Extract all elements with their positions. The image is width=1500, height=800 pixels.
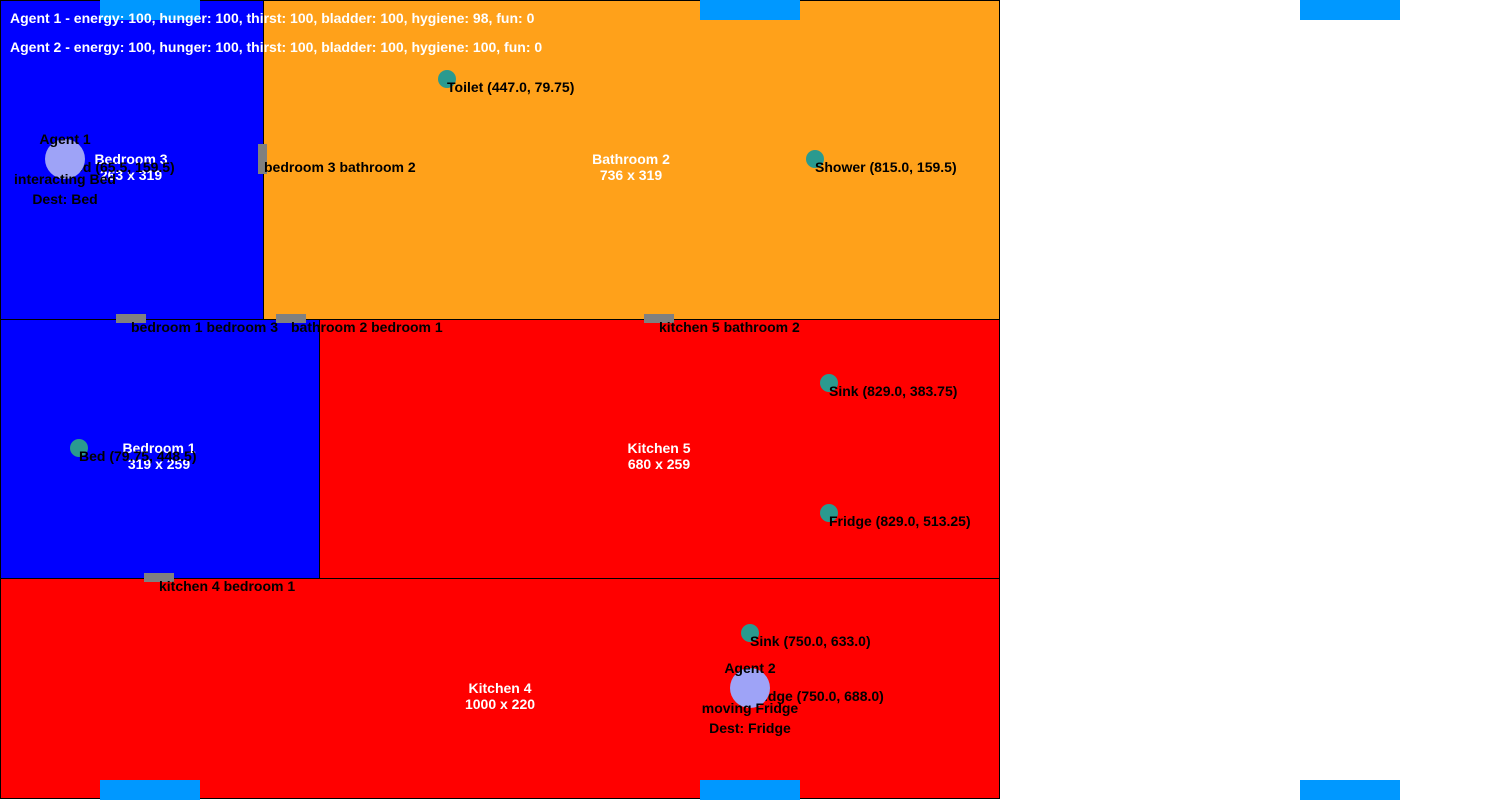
- room-label-bedroom-1: Bedroom 1 319 x 259: [122, 440, 195, 472]
- fridge-object-kitchen-5[interactable]: [820, 504, 838, 522]
- room-bedroom-3: [0, 0, 264, 320]
- bed-object-bedroom-1[interactable]: [70, 439, 88, 457]
- room-size: 263 x 319: [99, 167, 163, 183]
- marker-bottom-3: [1300, 780, 1400, 800]
- agent-2-name: Agent 2: [724, 660, 776, 676]
- room-label-kitchen-5: Kitchen 5 680 x 259: [627, 440, 690, 472]
- room-kitchen-5: [319, 319, 1000, 579]
- shower-object[interactable]: [806, 150, 824, 168]
- room-name: Bedroom 1: [122, 440, 196, 456]
- agent-1-status: Agent 1 - energy: 100, hunger: 100, thir…: [10, 10, 535, 26]
- toilet-label: Toilet (447.0, 79.75): [447, 79, 575, 95]
- agent-2[interactable]: [730, 668, 770, 708]
- door-label-bedroom1-bedroom3: bedroom 1 bedroom 3: [131, 319, 279, 335]
- room-name: Bathroom 2: [592, 151, 670, 167]
- room-label-bedroom-3: Bedroom 3 263 x 319: [94, 151, 167, 183]
- sink-label-kitchen-4: Sink (750.0, 633.0): [750, 633, 871, 649]
- door-kitchen4-bedroom1: [144, 573, 174, 582]
- agent-1-name: Agent 1: [39, 131, 91, 147]
- shower-label: Shower (815.0, 159.5): [815, 159, 957, 175]
- marker-top-2: [700, 0, 800, 20]
- door-label-bedroom3-bathroom2: bedroom 3 bathroom 2: [264, 159, 416, 175]
- room-size: 680 x 259: [627, 456, 691, 472]
- agent-1-state: interacting Bed: [14, 171, 116, 187]
- room-name: Kitchen 4: [468, 680, 532, 696]
- room-name: Kitchen 5: [627, 440, 691, 456]
- toilet-object[interactable]: [438, 70, 456, 88]
- room-size: 736 x 319: [599, 167, 663, 183]
- sink-object-kitchen-4[interactable]: [741, 624, 759, 642]
- room-label-bathroom-2: Bathroom 2 736 x 319: [592, 151, 670, 183]
- door-label-bathroom2-bedroom1: bathroom 2 bedroom 1: [291, 319, 443, 335]
- marker-bottom-2: [700, 780, 800, 800]
- agent-2-status: Agent 2 - energy: 100, hunger: 100, thir…: [10, 39, 543, 55]
- agent-2-info: Agent 2 moving Fridge Dest: Fridge: [702, 658, 798, 738]
- marker-bottom-1: [100, 780, 200, 800]
- agent-2-dest: Dest: Fridge: [709, 720, 791, 736]
- room-kitchen-4: [0, 578, 1000, 799]
- room-size: 1000 x 220: [464, 696, 536, 712]
- agent-1-dest: Dest: Bed: [32, 191, 98, 207]
- door-label-kitchen4-bedroom1: kitchen 4 bedroom 1: [159, 578, 296, 594]
- fridge-label-kitchen-5: Fridge (829.0, 513.25): [829, 513, 971, 529]
- door-bathroom2-bedroom1: [276, 314, 306, 323]
- bed-label-bedroom-1: Bed (79.75, 448.5): [79, 448, 197, 464]
- marker-top-1: [100, 0, 200, 20]
- room-label-kitchen-4: Kitchen 4 1000 x 220: [465, 680, 535, 712]
- marker-top-3: [1300, 0, 1400, 20]
- fridge-label-kitchen-4: Fridge (750.0, 688.0): [750, 688, 884, 704]
- sink-object-kitchen-5[interactable]: [820, 374, 838, 392]
- agent-2-state: moving Fridge: [701, 700, 799, 716]
- door-bedroom1-bedroom3: [116, 314, 146, 323]
- room-size: 319 x 259: [127, 456, 191, 472]
- agent-1[interactable]: [45, 139, 85, 179]
- room-name: Bedroom 3: [94, 151, 168, 167]
- sink-label-kitchen-5: Sink (829.0, 383.75): [829, 383, 958, 399]
- room-bathroom-2: [263, 0, 1000, 320]
- door-kitchen5-bathroom2: [644, 314, 674, 323]
- door-label-kitchen5-bathroom2: kitchen 5 bathroom 2: [659, 319, 800, 335]
- bed-label-bedroom-3: Bed (65.5, 159.5): [65, 159, 175, 175]
- door-bedroom3-bathroom2: [258, 144, 267, 174]
- agent-1-info: Agent 1 interacting Bed Dest: Bed: [14, 129, 116, 209]
